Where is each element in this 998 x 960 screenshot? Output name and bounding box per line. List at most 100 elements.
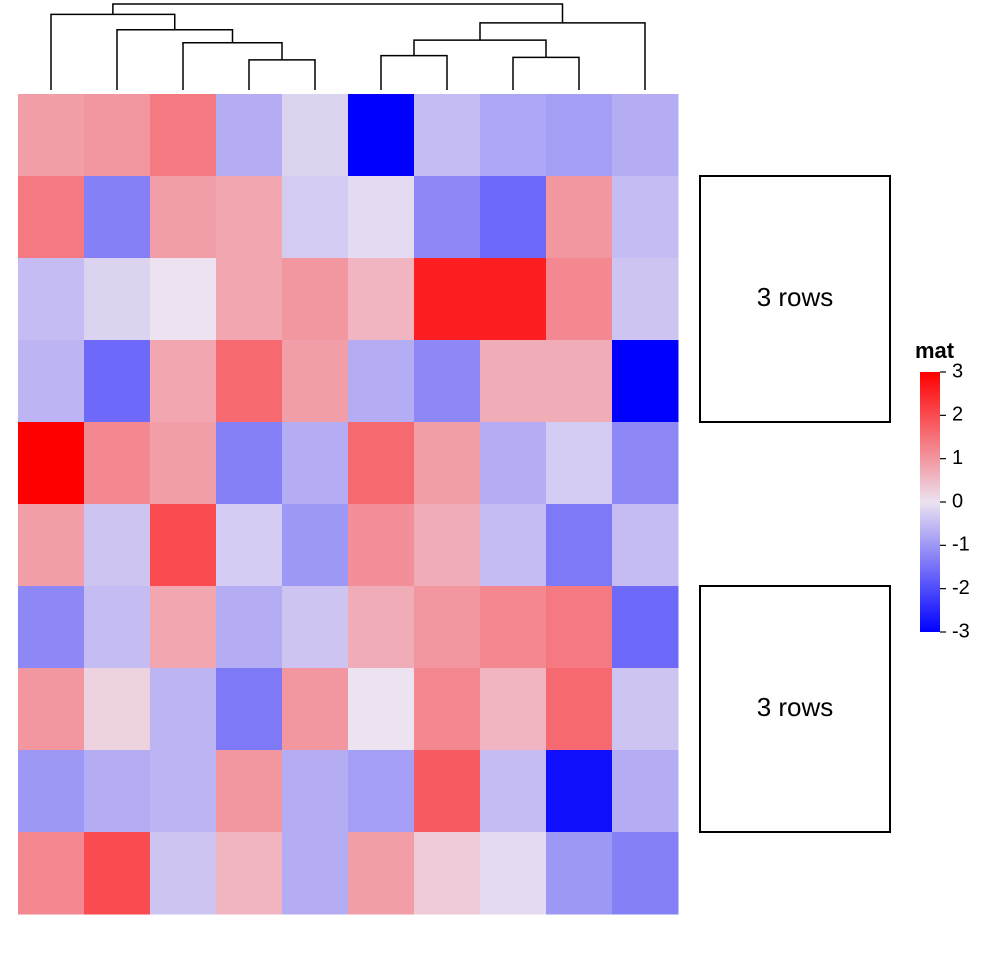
heatmap-cell [150,258,217,341]
heatmap-cell [348,94,415,177]
heatmap-cell [18,176,85,259]
heatmap-cell [150,340,217,423]
heatmap-cell [216,340,283,423]
heatmap-cell [612,504,679,587]
heatmap-cell [18,504,85,587]
heatmap-cell [18,668,85,751]
legend-tick-label: -2 [952,577,970,599]
heatmap-cell [18,94,85,177]
heatmap-cell [282,340,349,423]
heatmap-cell [150,504,217,587]
heatmap-cell [480,832,547,915]
heatmap-cell [546,586,613,669]
heatmap-cell [216,750,283,833]
annotation-label-1: 3 rows [757,282,834,312]
heatmap-cell [414,94,481,177]
heatmap-cell [216,832,283,915]
heatmap-cell [282,504,349,587]
heatmap-cell [546,750,613,833]
heatmap-cell [546,94,613,177]
heatmap-cell [282,422,349,505]
heatmap-cell [216,258,283,341]
heatmap-cell [150,176,217,259]
legend-tick-label: 0 [952,490,963,512]
heatmap-cell [282,176,349,259]
heatmap-cell [414,586,481,669]
heatmap-cell [348,504,415,587]
annotation-label-2: 3 rows [757,692,834,722]
heatmap-cell [18,832,85,915]
heatmap-cell [348,176,415,259]
heatmap-cell [546,668,613,751]
heatmap-cell [216,422,283,505]
heatmap-cell [18,422,85,505]
heatmap-cell [84,258,151,341]
heatmap-cell [414,176,481,259]
heatmap-cell [18,586,85,669]
heatmap-cell [282,668,349,751]
heatmap-cell [480,586,547,669]
heatmap-cell [84,340,151,423]
heatmap-cell [612,176,679,259]
heatmap-cell [480,258,547,341]
heatmap-cell [84,176,151,259]
heatmap-cell [216,176,283,259]
heatmap-cell [546,832,613,915]
heatmap-cell [414,340,481,423]
heatmap-cell [348,258,415,341]
heatmap-cell [84,586,151,669]
color-legend: mat3 2 1 0 -1 -2 -3 [915,338,970,642]
heatmap-cell [18,258,85,341]
heatmap-cell [414,422,481,505]
heatmap-cell [348,832,415,915]
heatmap-cell [282,750,349,833]
heatmap-cell [480,504,547,587]
legend-title: mat [915,338,955,363]
heatmap-cell [150,832,217,915]
legend-tick-label: -1 [952,534,970,556]
heatmap-cell [84,668,151,751]
heatmap-cell [348,340,415,423]
heatmap-cell [216,668,283,751]
heatmap-cell [612,750,679,833]
heatmap-cell [84,832,151,915]
heatmap-cell [348,750,415,833]
heatmap-cell [480,668,547,751]
heatmap-cell [150,750,217,833]
heatmap-cell [612,340,679,423]
heatmap-cell [612,94,679,177]
heatmap-cell [150,422,217,505]
heatmap-cell [84,422,151,505]
heatmap-cell [282,94,349,177]
heatmap-cell [150,668,217,751]
heatmap-cell [546,422,613,505]
heatmap-cell [546,340,613,423]
legend-tick-label: 1 [952,447,963,469]
heatmap-cell [84,750,151,833]
heatmap-cell [216,586,283,669]
legend-tick-label: 3 [952,360,963,382]
heatmap-cell [546,504,613,587]
column-dendrogram [51,4,645,90]
heatmap-cell [612,422,679,505]
heatmap-figure: 3 rows 3 rows mat3 2 1 0 -1 -2 -3 [0,0,998,960]
legend-colorbar [920,372,940,632]
heatmap-cell [480,340,547,423]
heatmap-cell [414,832,481,915]
legend-tick-label: 2 [952,404,963,426]
heatmap-cell [282,258,349,341]
heatmap-cell [480,94,547,177]
heatmap-cell [414,258,481,341]
heatmap-cell [348,422,415,505]
legend-tick-label: -3 [952,620,970,642]
heatmap-cell [348,668,415,751]
heatmap-cell [84,94,151,177]
heatmap-cell [150,586,217,669]
heatmap-cell [18,750,85,833]
heatmap-cell [150,94,217,177]
heatmap-cell [480,422,547,505]
heatmap-cell [546,176,613,259]
heatmap-cell [18,340,85,423]
heatmap-cell [612,668,679,751]
heatmap-cell [84,504,151,587]
